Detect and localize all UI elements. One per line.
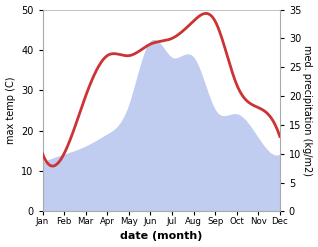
X-axis label: date (month): date (month) (120, 231, 202, 242)
Y-axis label: max temp (C): max temp (C) (5, 77, 16, 144)
Y-axis label: med. precipitation (kg/m2): med. precipitation (kg/m2) (302, 45, 313, 176)
